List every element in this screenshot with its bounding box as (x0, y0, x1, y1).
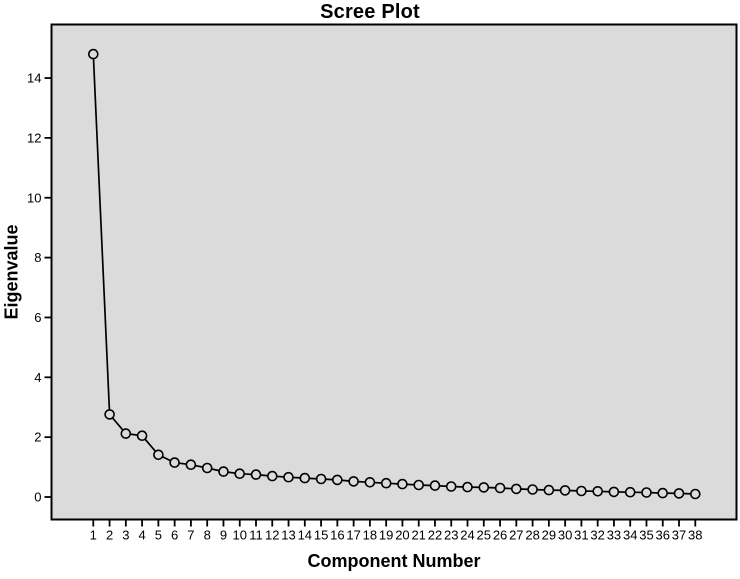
x-axis-tick-label: 33 (607, 528, 621, 543)
data-point-marker (283, 471, 294, 483)
x-axis-tick-label: 11 (249, 528, 263, 543)
data-point-marker (136, 430, 148, 442)
data-point-marker (527, 484, 538, 495)
x-axis-tick-label: 32 (590, 528, 604, 543)
y-axis-tick-label: 10 (27, 190, 41, 205)
x-axis-tick-label: 15 (314, 528, 328, 543)
x-axis-tick-label: 28 (525, 528, 539, 543)
x-axis-tick-label: 6 (171, 528, 178, 543)
data-point-marker (689, 488, 701, 500)
data-point-marker (462, 481, 473, 493)
x-axis-tick-label: 29 (542, 528, 556, 543)
data-point-marker (657, 487, 669, 499)
x-axis-tick-label: 5 (155, 528, 162, 543)
data-point-marker (364, 476, 376, 488)
x-axis-tick-label: 38 (688, 528, 702, 543)
data-point-marker (478, 482, 490, 493)
x-axis-tick-label: 22 (428, 528, 442, 543)
data-point-marker (250, 469, 262, 480)
x-axis-tick-label: 19 (379, 528, 393, 543)
data-point-marker (88, 48, 99, 60)
x-axis-tick-label: 12 (265, 528, 279, 543)
data-point-marker (510, 483, 522, 495)
data-point-marker (380, 477, 392, 489)
data-point-marker (104, 409, 115, 420)
data-point-marker (445, 481, 457, 492)
data-point-marker (266, 470, 278, 482)
x-axis-tick-label: 10 (232, 528, 246, 543)
x-axis-tick-label: 7 (187, 528, 194, 543)
x-axis-tick-label: 36 (656, 528, 670, 543)
x-axis-tick-label: 16 (330, 528, 344, 543)
data-point-marker (494, 482, 506, 494)
y-axis-tick-label: 12 (27, 130, 41, 145)
data-point-marker (120, 428, 132, 439)
x-axis-tick-label: 1 (90, 528, 97, 543)
x-axis-tick-label: 17 (346, 528, 360, 543)
x-axis-tick-label: 37 (672, 528, 686, 543)
data-point-marker (397, 478, 408, 490)
x-axis-tick-label: 30 (558, 528, 572, 543)
y-axis-tick-label: 4 (34, 370, 41, 385)
data-point-marker (413, 479, 425, 491)
x-axis-tick-label: 20 (395, 528, 409, 543)
data-point-marker (299, 472, 311, 484)
y-axis-tick-label: 2 (34, 430, 41, 445)
y-axis-tick-label: 0 (34, 490, 41, 505)
data-point-marker (331, 474, 343, 486)
data-point-marker (624, 486, 636, 498)
x-axis-tick-label: 8 (204, 528, 211, 543)
x-axis-tick-label: 25 (477, 528, 491, 543)
data-point-marker (201, 462, 213, 474)
y-axis-tick-label: 6 (34, 310, 41, 325)
x-axis-tick-label: 23 (444, 528, 458, 543)
data-point-marker (185, 459, 197, 471)
x-axis-tick-label: 3 (122, 528, 129, 543)
plot-background (51, 24, 737, 520)
data-point-marker (673, 488, 685, 499)
data-point-marker (315, 473, 327, 485)
x-axis-tick-label: 35 (639, 528, 653, 543)
y-axis-tick-label: 14 (27, 71, 41, 86)
data-point-marker (218, 466, 229, 477)
chart-title: Scree Plot (320, 1, 420, 23)
x-axis-tick-label: 18 (363, 528, 377, 543)
x-axis-tick-label: 31 (574, 528, 588, 543)
x-axis-tick-label: 21 (411, 528, 425, 543)
x-axis-tick-label: 27 (509, 528, 523, 543)
x-axis-tick-label: 13 (281, 528, 295, 543)
x-axis-tick-label: 14 (298, 528, 312, 543)
x-axis-tick-label: 34 (623, 528, 637, 543)
x-axis-tick-label: 2 (106, 528, 113, 543)
data-point-marker (153, 449, 164, 461)
data-point-marker (576, 485, 587, 497)
data-point-marker (592, 485, 604, 497)
plot-frame (50, 23, 738, 521)
x-axis-tick-label: 9 (220, 528, 227, 543)
data-point-marker (641, 487, 652, 498)
x-axis-tick-label: 4 (138, 528, 145, 543)
x-axis-title: Component Number (307, 551, 481, 571)
data-point-marker (608, 486, 620, 498)
data-point-marker (348, 476, 359, 487)
x-axis-tick-label: 26 (493, 528, 507, 543)
data-point-marker (234, 468, 245, 480)
data-point-marker (169, 457, 180, 468)
y-axis-tick-label: 8 (34, 250, 41, 265)
data-point-marker (559, 485, 571, 496)
data-point-marker (543, 484, 555, 496)
x-axis-tick-label: 24 (460, 528, 474, 543)
data-point-marker (429, 480, 441, 491)
